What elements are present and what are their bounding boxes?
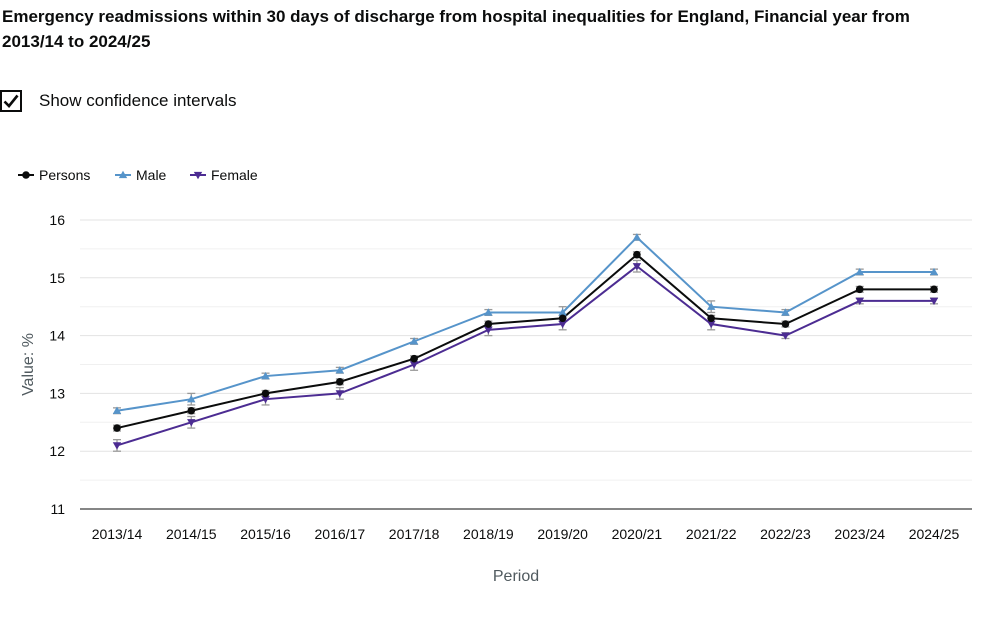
x-tick-label: 2014/15 [166,526,217,542]
x-axis-title: Period [493,568,539,585]
point-male [855,267,864,276]
legend-label-persons: Persons [39,167,90,183]
chart-legend: Persons Male Female [18,167,258,183]
point-male [409,337,419,345]
point-female [632,263,642,271]
check-icon [3,94,19,108]
legend-label-female: Female [211,167,258,183]
point-female [112,442,122,450]
y-axis-title: Value: % [20,333,37,396]
legend-marker-persons [22,171,30,179]
legend-label-male: Male [136,167,167,183]
confidence-intervals-toggle[interactable]: Show confidence intervals [0,90,237,112]
point-male [929,267,939,276]
point-persons [633,250,641,259]
confidence-intervals-checkbox[interactable] [0,90,22,112]
y-axis: 11 12 13 14 15 16 [49,212,65,517]
confidence-intervals-label: Show confidence intervals [39,91,237,110]
x-tick-label: 2024/25 [909,526,960,542]
point-female [558,320,567,329]
point-female [484,326,493,335]
point-female [706,320,716,329]
y-tick-label: 14 [49,328,65,344]
point-female [187,419,196,427]
page-title: Emergency readmissions within 30 days of… [2,7,910,51]
x-axis: 2013/14 2014/15 2015/16 2016/17 2017/18 2018/… [92,526,960,542]
series-line-male [116,235,934,412]
x-tick-label: 2020/21 [612,526,663,542]
series-line-female [116,264,934,447]
point-female [335,390,345,398]
point-female [261,396,270,404]
point-persons [558,314,567,323]
x-tick-label: 2023/24 [834,526,885,542]
point-female [781,332,790,340]
series-line-persons [116,253,934,430]
x-tick-label: 2022/23 [760,526,811,542]
point-female [929,297,939,306]
y-tick-label: 12 [49,443,65,459]
point-persons [410,354,418,363]
point-persons [336,378,344,386]
legend-marker-male [118,170,128,179]
point-female [409,361,419,369]
point-male [632,233,642,241]
point-persons [484,320,493,328]
x-tick-label: 2021/22 [686,526,737,542]
point-female [855,297,864,306]
point-male [261,371,270,380]
series-lines [116,235,934,447]
point-male [187,394,196,403]
y-tick-label: 13 [49,385,65,401]
x-tick-label: 2016/17 [315,526,366,542]
point-male [484,308,493,316]
x-tick-label: 2015/16 [240,526,291,542]
point-persons [707,314,715,323]
point-persons [261,389,270,398]
x-tick-label: 2019/20 [537,526,588,542]
point-persons [930,285,938,294]
y-tick-label: 11 [50,501,65,517]
point-male [112,406,122,414]
series-markers [112,233,939,450]
point-male [706,302,716,310]
point-persons [855,285,864,294]
x-tick-label: 2017/18 [389,526,440,542]
x-tick-label: 2013/14 [92,526,143,542]
y-tick-label: 15 [49,270,65,286]
y-tick-label: 16 [49,212,65,228]
point-persons [187,406,196,415]
point-persons [113,424,121,432]
point-male [558,308,567,316]
point-male [335,366,345,374]
grid-lines [80,219,972,510]
x-tick-label: 2018/19 [463,526,514,542]
confidence-interval-bars [113,233,938,452]
legend-marker-female [193,171,203,180]
point-male [781,308,790,316]
point-persons [781,320,790,328]
